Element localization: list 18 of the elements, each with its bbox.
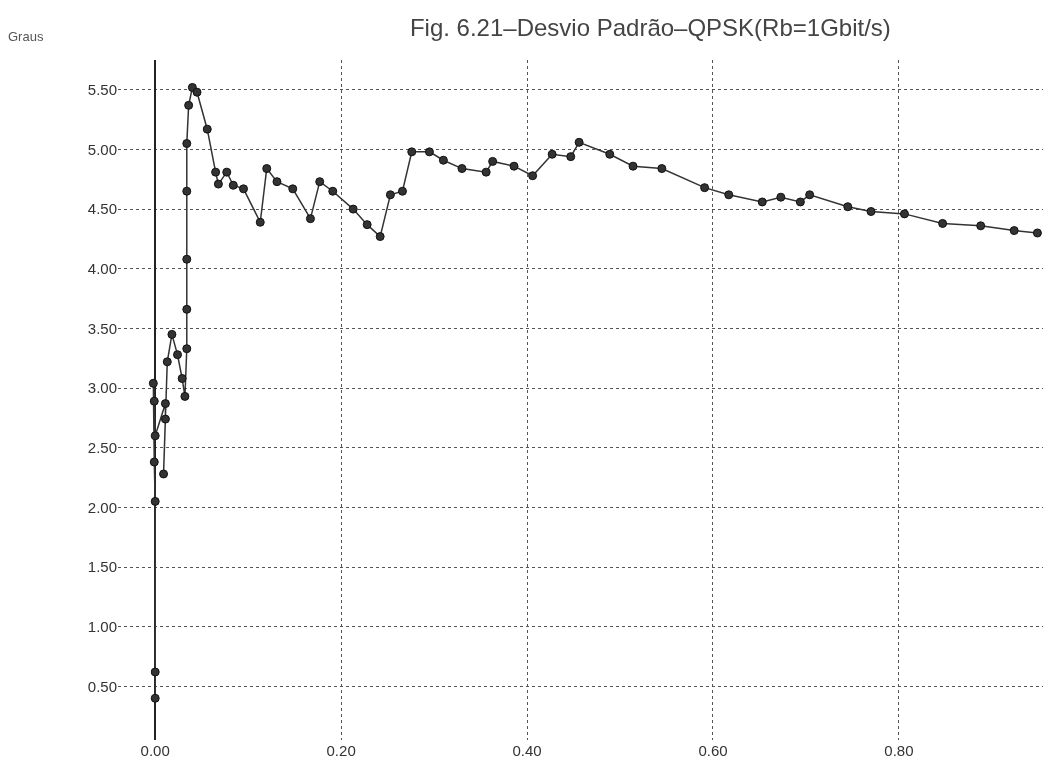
y-tick-label: 3.00	[87, 379, 117, 397]
chart-title: Fig. 6.21–Desvio Padrão–QPSK(Rb=1Gbit/s)	[409, 14, 891, 42]
x-tick-label: 0.40	[512, 742, 542, 759]
y-tick-label: 5.00	[87, 140, 117, 158]
y-tick-label: 2.00	[87, 498, 117, 516]
y-tick-label: 5.50	[87, 81, 117, 99]
y-axis-title: Graus	[8, 29, 44, 44]
x-tick-label: 0.60	[698, 742, 728, 759]
y-tick-label: 0.50	[87, 677, 117, 695]
y-tick-label: 4.50	[87, 200, 117, 218]
y-tick-label: 4.00	[87, 260, 117, 278]
y-tick-label: 1.50	[87, 558, 117, 576]
y-tick-label: 3.50	[87, 319, 117, 337]
y-tick-label: 2.50	[87, 438, 117, 456]
x-tick-label: 0.20	[326, 742, 356, 759]
y-tick-label: 1.00	[87, 617, 117, 635]
x-tick-label: 0.00	[140, 742, 170, 759]
x-tick-label: 0.80	[884, 742, 914, 759]
